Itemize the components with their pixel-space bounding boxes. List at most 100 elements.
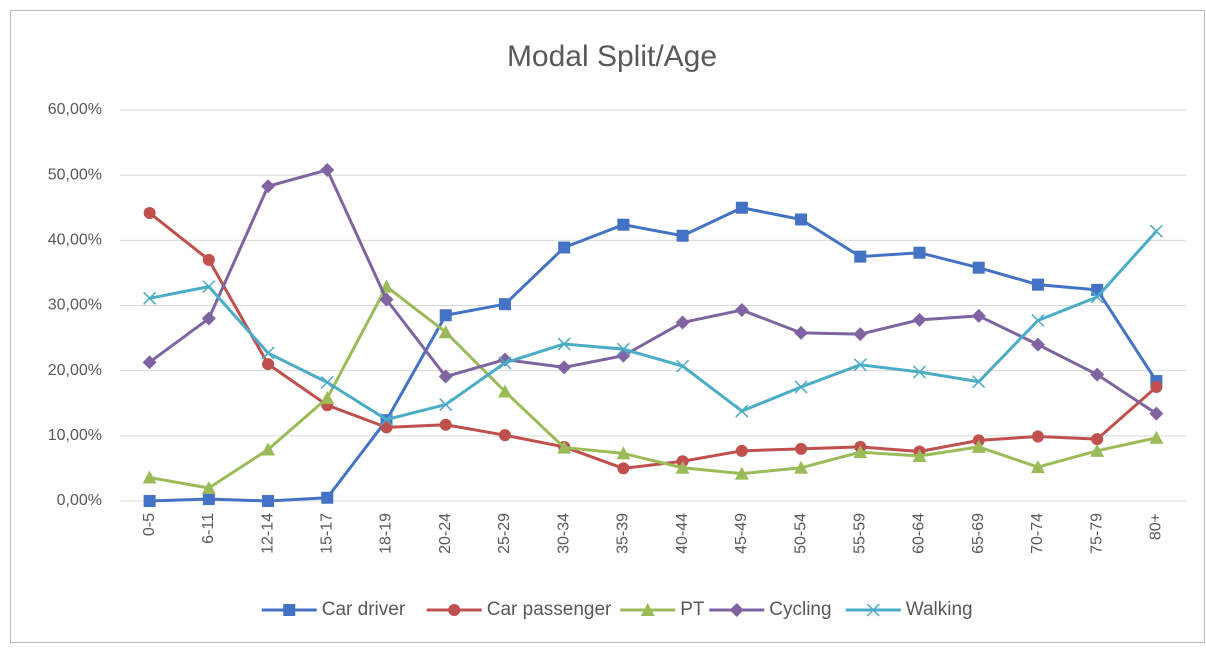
- line: [149, 206, 1158, 503]
- line: [148, 211, 1158, 470]
- marker: [320, 375, 334, 389]
- marker: [202, 280, 216, 294]
- marker: [261, 346, 275, 360]
- legend-label: Car driver: [322, 599, 406, 620]
- marker: [320, 391, 335, 405]
- marker: [439, 309, 452, 322]
- marker: [438, 369, 453, 384]
- marker: [616, 342, 630, 356]
- marker: [142, 470, 157, 484]
- marker: [735, 201, 748, 214]
- marker: [283, 604, 296, 616]
- marker: [972, 261, 985, 274]
- marker: [380, 421, 393, 434]
- x-tick-label: 35-39: [615, 513, 632, 554]
- marker: [866, 603, 880, 617]
- marker: [261, 442, 276, 456]
- marker: [734, 303, 749, 318]
- marker: [972, 375, 986, 389]
- x-tick-label: 70-74: [1029, 513, 1046, 554]
- marker: [320, 162, 335, 177]
- y-tick-label: 30,00%: [48, 297, 102, 314]
- marker: [853, 445, 868, 459]
- line: [149, 285, 1157, 490]
- marker: [448, 604, 461, 616]
- x-tick-label: 50-54: [792, 513, 809, 554]
- marker: [557, 337, 571, 351]
- marker: [498, 356, 512, 370]
- marker: [795, 442, 808, 455]
- marker: [676, 359, 690, 373]
- x-tick-label: 65-69: [970, 513, 987, 554]
- x-tick-label: 40-44: [674, 513, 691, 554]
- legend-label: Cycling: [769, 599, 831, 620]
- marker: [557, 360, 572, 375]
- marker: [971, 439, 986, 453]
- x-tick-label: 60-64: [911, 513, 928, 554]
- chart-title: Modal Split/Age: [507, 40, 717, 73]
- x-tick-label: 12-14: [259, 513, 276, 554]
- legend-item: PT: [620, 599, 705, 620]
- marker: [143, 206, 156, 219]
- marker: [913, 246, 926, 259]
- marker: [734, 466, 749, 480]
- marker: [912, 365, 927, 379]
- marker: [617, 462, 630, 475]
- x-tick-label: 75-79: [1088, 513, 1105, 554]
- x-tick-label: 20-24: [437, 513, 454, 554]
- marker: [201, 311, 216, 326]
- legend: Car driver Car passenger PT Cycling Walking: [261, 599, 973, 620]
- marker: [558, 241, 571, 254]
- marker: [143, 495, 156, 507]
- marker: [142, 355, 157, 370]
- chart-border: [10, 10, 1205, 643]
- marker: [735, 404, 749, 418]
- marker: [853, 327, 868, 342]
- marker: [729, 603, 744, 617]
- marker: [794, 380, 808, 394]
- x-tick-label: 15-17: [318, 513, 335, 554]
- marker: [617, 218, 630, 231]
- marker: [616, 446, 631, 460]
- marker: [735, 444, 748, 457]
- x-tick-label: 45-49: [733, 513, 750, 554]
- marker: [675, 460, 690, 474]
- marker: [1030, 460, 1045, 474]
- x-tick-label: 6-11: [200, 513, 217, 544]
- x-tick-label: 55-59: [851, 513, 868, 554]
- marker: [794, 460, 809, 474]
- marker: [1031, 278, 1044, 291]
- marker: [321, 491, 334, 504]
- marker: [1149, 430, 1164, 444]
- marker: [675, 315, 690, 330]
- marker: [201, 480, 216, 494]
- legend-label: Car passenger: [487, 599, 612, 620]
- marker: [912, 312, 927, 327]
- marker: [853, 358, 867, 372]
- marker: [202, 253, 215, 266]
- marker: [1031, 313, 1045, 328]
- y-tick-label: 40,00%: [48, 232, 102, 249]
- marker: [498, 298, 511, 311]
- marker: [794, 325, 809, 340]
- legend-label: Walking: [906, 599, 973, 620]
- line: [148, 168, 1158, 415]
- marker: [497, 384, 512, 398]
- legend-item: Walking: [845, 599, 973, 620]
- marker: [1031, 430, 1044, 443]
- marker: [379, 413, 394, 427]
- legend-label: PT: [680, 599, 705, 620]
- marker: [1090, 290, 1104, 304]
- marker: [1090, 443, 1105, 457]
- marker: [557, 440, 572, 454]
- marker: [912, 449, 927, 463]
- marker: [262, 358, 275, 371]
- line: [149, 230, 1158, 422]
- marker: [439, 418, 452, 431]
- y-tick-label: 0,00%: [57, 492, 102, 509]
- legend-item: Cycling: [709, 599, 832, 620]
- marker: [261, 179, 276, 194]
- marker: [1091, 433, 1104, 446]
